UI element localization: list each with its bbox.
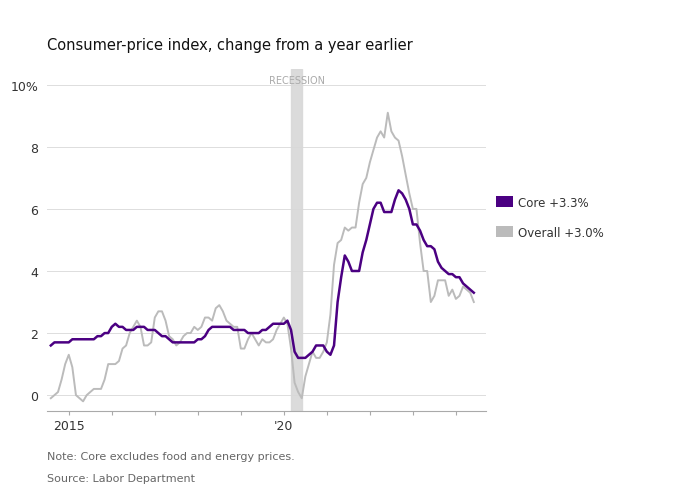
Text: RECESSION: RECESSION (269, 76, 325, 86)
Text: Core +3.3%: Core +3.3% (518, 196, 589, 209)
Text: Consumer-price index, change from a year earlier: Consumer-price index, change from a year… (47, 38, 413, 53)
Bar (291, 70, 302, 411)
Text: Note: Core excludes food and energy prices.: Note: Core excludes food and energy pric… (47, 451, 295, 461)
Text: Source: Labor Department: Source: Labor Department (47, 473, 195, 483)
Text: Overall +3.0%: Overall +3.0% (518, 226, 603, 239)
